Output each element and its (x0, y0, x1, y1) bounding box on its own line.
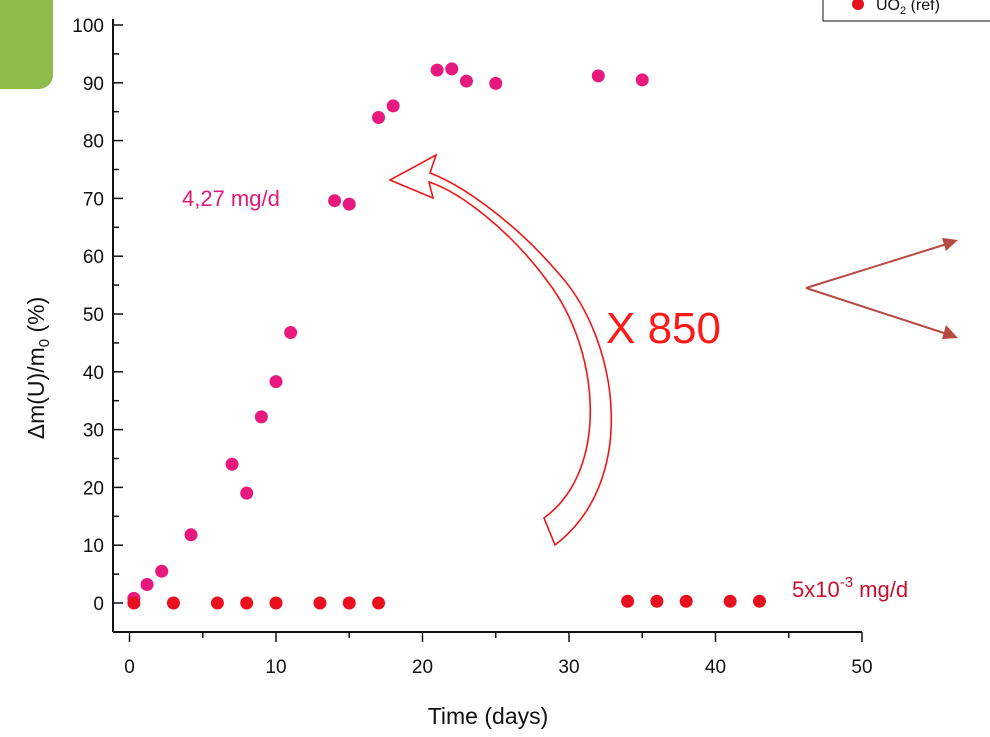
data-point-pink (184, 528, 198, 542)
x-axis-title: Time (days) (428, 703, 549, 729)
slide-tab-decoration (0, 0, 53, 89)
data-point-red (269, 596, 283, 610)
y-axis-title-unit: (%) (23, 297, 49, 339)
rate-low-exponent: -3 (840, 574, 853, 591)
y-axis-ticks: 0 10 20 30 40 50 60 70 80 90 100 (72, 16, 123, 615)
x-tick-label: 30 (558, 657, 579, 678)
data-point-red (342, 596, 356, 610)
rate-low-label: 5x10-3 mg/d (792, 574, 908, 602)
data-point-pink (372, 110, 386, 124)
y-tick-label: 70 (83, 189, 104, 210)
y-tick-label: 100 (72, 16, 104, 37)
data-point-pink (591, 69, 605, 83)
x-axis-ticks: 0 10 20 30 40 50 (124, 632, 873, 678)
data-point-red (166, 596, 180, 610)
rate-high-label: 4,27 mg/d (182, 186, 280, 211)
y-tick-label: 90 (83, 74, 104, 95)
data-point-pink (284, 325, 298, 339)
data-point-pink (240, 486, 254, 500)
y-tick-label: 50 (83, 305, 104, 326)
data-point-pink (328, 194, 342, 208)
data-point-red (752, 594, 766, 608)
y-tick-label: 40 (83, 363, 104, 384)
rate-low-base: 5x10 (792, 577, 840, 602)
data-point-pink (225, 457, 239, 471)
data-point-pink (254, 410, 268, 424)
x-tick-label: 10 (265, 657, 286, 678)
y-axis-title: Δm(U)/m0 (%) (23, 297, 53, 440)
y-tick-label: 20 (83, 478, 104, 499)
data-point-red (723, 594, 737, 608)
data-point-red (240, 596, 254, 610)
factor-label: X 850 (606, 304, 721, 353)
legend-marker (852, 0, 864, 10)
data-point-pink (342, 197, 356, 211)
y-tick-label: 10 (83, 536, 104, 557)
data-point-pink (459, 74, 473, 88)
legend-label: UO2 (ref) (876, 0, 940, 17)
y-axis-title-subscript: 0 (36, 339, 53, 347)
data-point-red (210, 596, 224, 610)
data-point-pink (445, 62, 459, 76)
legend-label-suffix: (ref) (906, 0, 940, 14)
data-point-red (679, 594, 693, 608)
y-tick-label: 0 (93, 594, 104, 615)
legend: UO2 (ref) (822, 0, 990, 22)
pointer-arrows (805, 238, 958, 339)
data-point-pink (430, 63, 444, 77)
data-point-red (372, 596, 386, 610)
y-axis-title-main: Δm(U)/m (23, 347, 49, 439)
y-tick-label: 60 (83, 247, 104, 268)
y-tick-label: 80 (83, 132, 104, 153)
data-point-pink (635, 73, 649, 87)
x-tick-label: 40 (705, 657, 726, 678)
y-tick-label: 30 (83, 421, 104, 442)
x-tick-label: 0 (124, 657, 135, 678)
rate-low-unit: mg/d (853, 577, 908, 602)
x-tick-label: 20 (412, 657, 433, 678)
legend-label-subscript: 2 (900, 5, 906, 17)
data-points (127, 62, 766, 610)
data-point-pink (386, 99, 400, 113)
x-tick-label: 50 (851, 657, 872, 678)
data-point-red (650, 594, 664, 608)
data-point-pink (155, 564, 169, 578)
data-point-red (313, 596, 327, 610)
data-point-pink (140, 578, 154, 592)
data-point-pink (269, 375, 283, 389)
data-point-red (621, 594, 635, 608)
legend-box (822, 0, 990, 22)
data-point-pink (489, 76, 503, 90)
factor-arrow (388, 153, 613, 547)
data-point-red (127, 596, 141, 610)
legend-label-main: UO (876, 0, 900, 14)
